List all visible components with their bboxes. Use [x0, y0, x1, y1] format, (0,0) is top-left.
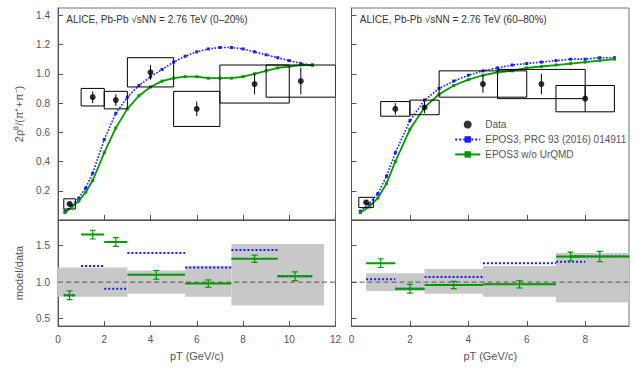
svg-text:0.4: 0.4: [36, 156, 50, 167]
svg-text:model/data: model/data: [13, 245, 25, 300]
svg-text:0.6: 0.6: [36, 127, 50, 138]
svg-text:1.2: 1.2: [36, 39, 50, 50]
svg-text:8: 8: [582, 334, 588, 345]
svg-text:6: 6: [524, 334, 530, 345]
svg-text:1.0: 1.0: [36, 68, 50, 79]
svg-text:2: 2: [407, 334, 413, 345]
svg-text:1.0: 1.0: [36, 277, 50, 288]
svg-text:2ρ⁰/(π⁺+π⁻): 2ρ⁰/(π⁺+π⁻): [13, 86, 25, 142]
svg-text:pT (GeV/c): pT (GeV/c): [463, 350, 517, 362]
svg-text:0.2: 0.2: [36, 185, 50, 196]
svg-text:0: 0: [349, 334, 355, 345]
svg-text:4: 4: [466, 334, 472, 345]
svg-text:10: 10: [284, 334, 296, 345]
svg-text:Data: Data: [485, 119, 507, 130]
svg-text:pT (GeV/c): pT (GeV/c): [170, 350, 224, 362]
svg-text:ALICE, Pb-Pb √sNN = 2.76 TeV (: ALICE, Pb-Pb √sNN = 2.76 TeV (60–80%): [360, 14, 547, 25]
svg-text:1.4: 1.4: [36, 10, 50, 21]
svg-text:4: 4: [148, 334, 154, 345]
svg-text:EPOS3, PRC 93 (2016) 014911: EPOS3, PRC 93 (2016) 014911: [485, 134, 626, 145]
svg-text:ALICE, Pb-Pb √sNN = 2.76 TeV (: ALICE, Pb-Pb √sNN = 2.76 TeV (0–20%): [66, 14, 247, 25]
svg-text:0.5: 0.5: [36, 313, 50, 324]
svg-text:2: 2: [101, 334, 107, 345]
svg-text:8: 8: [240, 334, 246, 345]
svg-text:EPOS3 w/o UrQMD: EPOS3 w/o UrQMD: [485, 149, 573, 160]
svg-text:6: 6: [194, 334, 200, 345]
svg-text:12: 12: [330, 334, 342, 345]
svg-text:0.8: 0.8: [36, 98, 50, 109]
svg-text:0: 0: [55, 334, 61, 345]
svg-text:1.5: 1.5: [36, 240, 50, 251]
